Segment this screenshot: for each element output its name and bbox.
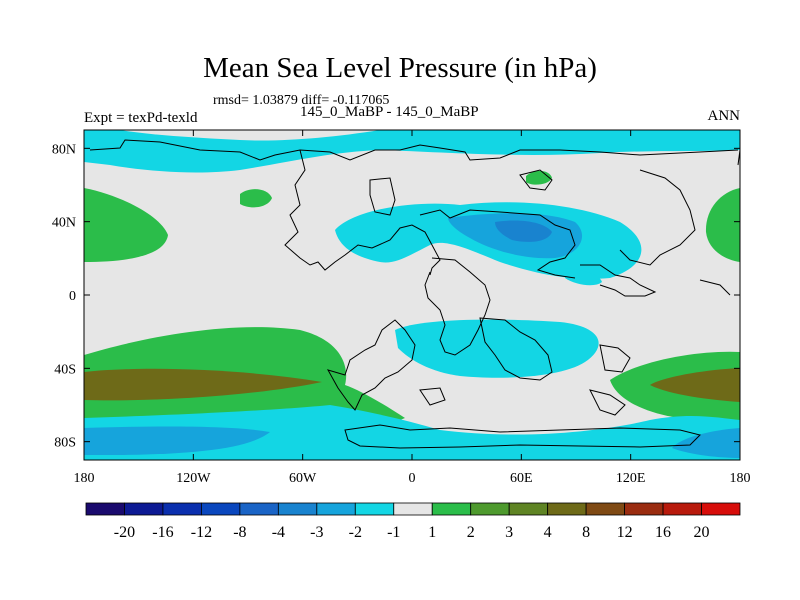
colorbar-swatch <box>431 502 472 516</box>
lat-tick-label: 40N <box>52 216 76 231</box>
coastline-segment <box>599 344 631 373</box>
coastline-segment <box>699 279 731 296</box>
lon-tick-label: 120W <box>176 471 211 486</box>
lon-tick-label: 180 <box>730 471 751 486</box>
north-green-east <box>705 188 740 262</box>
coastline-segment <box>89 139 739 161</box>
colorbar-level-label: -4 <box>272 524 285 541</box>
colorbar-level-label: -2 <box>349 524 362 541</box>
colorbar-swatch <box>662 502 702 516</box>
colorbar-swatch <box>354 502 395 516</box>
colorbar-level-label: -12 <box>191 524 212 541</box>
colorbar-level-label: 12 <box>617 524 633 541</box>
lon-tick-label: 120E <box>616 471 646 486</box>
coastline-segment <box>419 387 446 406</box>
arctic-lightblue-band <box>84 130 740 173</box>
map-title: Mean Sea Level Pressure (in hPa) <box>203 52 597 84</box>
lon-tick-label: 0 <box>409 471 416 486</box>
colorbar-level-label: -3 <box>310 524 323 541</box>
north-green-west <box>84 188 168 262</box>
coastline-segment <box>344 424 701 449</box>
lat-tick-label: 40S <box>54 362 76 377</box>
colorbar-swatch <box>508 502 549 516</box>
caribbean-lightblue <box>565 268 602 286</box>
lon-tick-label: 60E <box>510 471 533 486</box>
colorbar-level-label: 3 <box>505 524 513 541</box>
southern-olive-core-west <box>84 368 322 401</box>
contour-fill <box>84 130 740 460</box>
coastline-segment <box>369 177 396 216</box>
lat-tick-label: 0 <box>69 289 76 304</box>
southern-subtropical-lightblue <box>395 319 599 378</box>
colorbar-swatch <box>585 502 625 516</box>
colorbar-level-label: -1 <box>387 524 400 541</box>
colorbar-swatch <box>201 502 241 516</box>
colorbar-level-label: -16 <box>152 524 173 541</box>
map-ticks: 80N 40N 0 40S 80S 180 120W 60W 0 60E 120E 180 <box>52 130 751 486</box>
colorbar-level-label: 8 <box>582 524 590 541</box>
colorbar-swatch <box>470 502 510 516</box>
colorbar-level-label: 1 <box>428 524 436 541</box>
coastline-segment <box>419 209 576 279</box>
coastlines <box>89 139 741 449</box>
southern-olive-core-east <box>650 368 740 402</box>
coastline-segment <box>519 169 553 191</box>
stats-label: rmsd= 1.03879 diff= -0.117065 <box>213 93 390 108</box>
arctic-neutral-notch <box>120 130 380 141</box>
experiment-label: Expt = texPd-texld <box>84 110 198 126</box>
colorbar-swatch <box>124 502 164 516</box>
colorbar-level-label: -20 <box>114 524 135 541</box>
coastline-segment <box>326 319 416 411</box>
coastline-segment <box>580 264 657 297</box>
colorbar-level-label: 4 <box>544 524 552 541</box>
colorbar-level-label: 16 <box>655 524 671 541</box>
lon-tick-label: 180 <box>74 471 95 486</box>
coastline-segment <box>284 149 441 276</box>
colorbar-swatch <box>547 502 587 516</box>
north-blue-core <box>495 220 552 242</box>
colorbar-level-label: 2 <box>467 524 475 541</box>
colorbar-swatch <box>624 502 664 516</box>
colorbar-swatch <box>393 502 433 516</box>
southern-midblue-west <box>84 426 270 455</box>
coastline-segment <box>589 389 626 416</box>
coastline-segment <box>479 317 553 381</box>
season-label: ANN <box>707 108 741 124</box>
lat-tick-label: 80N <box>52 142 76 157</box>
lat-tick-label: 80S <box>54 436 76 451</box>
north-green-small <box>240 189 272 208</box>
colorbar-level-label: -8 <box>233 524 246 541</box>
case-label: 145_0_MaBP - 145_0_MaBP <box>300 104 479 120</box>
colorbar-swatch <box>85 502 125 516</box>
colorbar-swatch <box>239 502 279 516</box>
colorbar-swatch <box>162 502 202 516</box>
colorbar-swatch <box>277 502 318 516</box>
coastline-segment <box>424 257 491 356</box>
southern-midblue-east <box>672 428 740 458</box>
colorbar-level-label: 20 <box>694 524 710 541</box>
colorbar-swatch <box>316 502 356 516</box>
colorbar-swatch <box>701 502 741 516</box>
coastline-segment <box>619 169 696 266</box>
lon-tick-label: 60W <box>289 471 317 486</box>
